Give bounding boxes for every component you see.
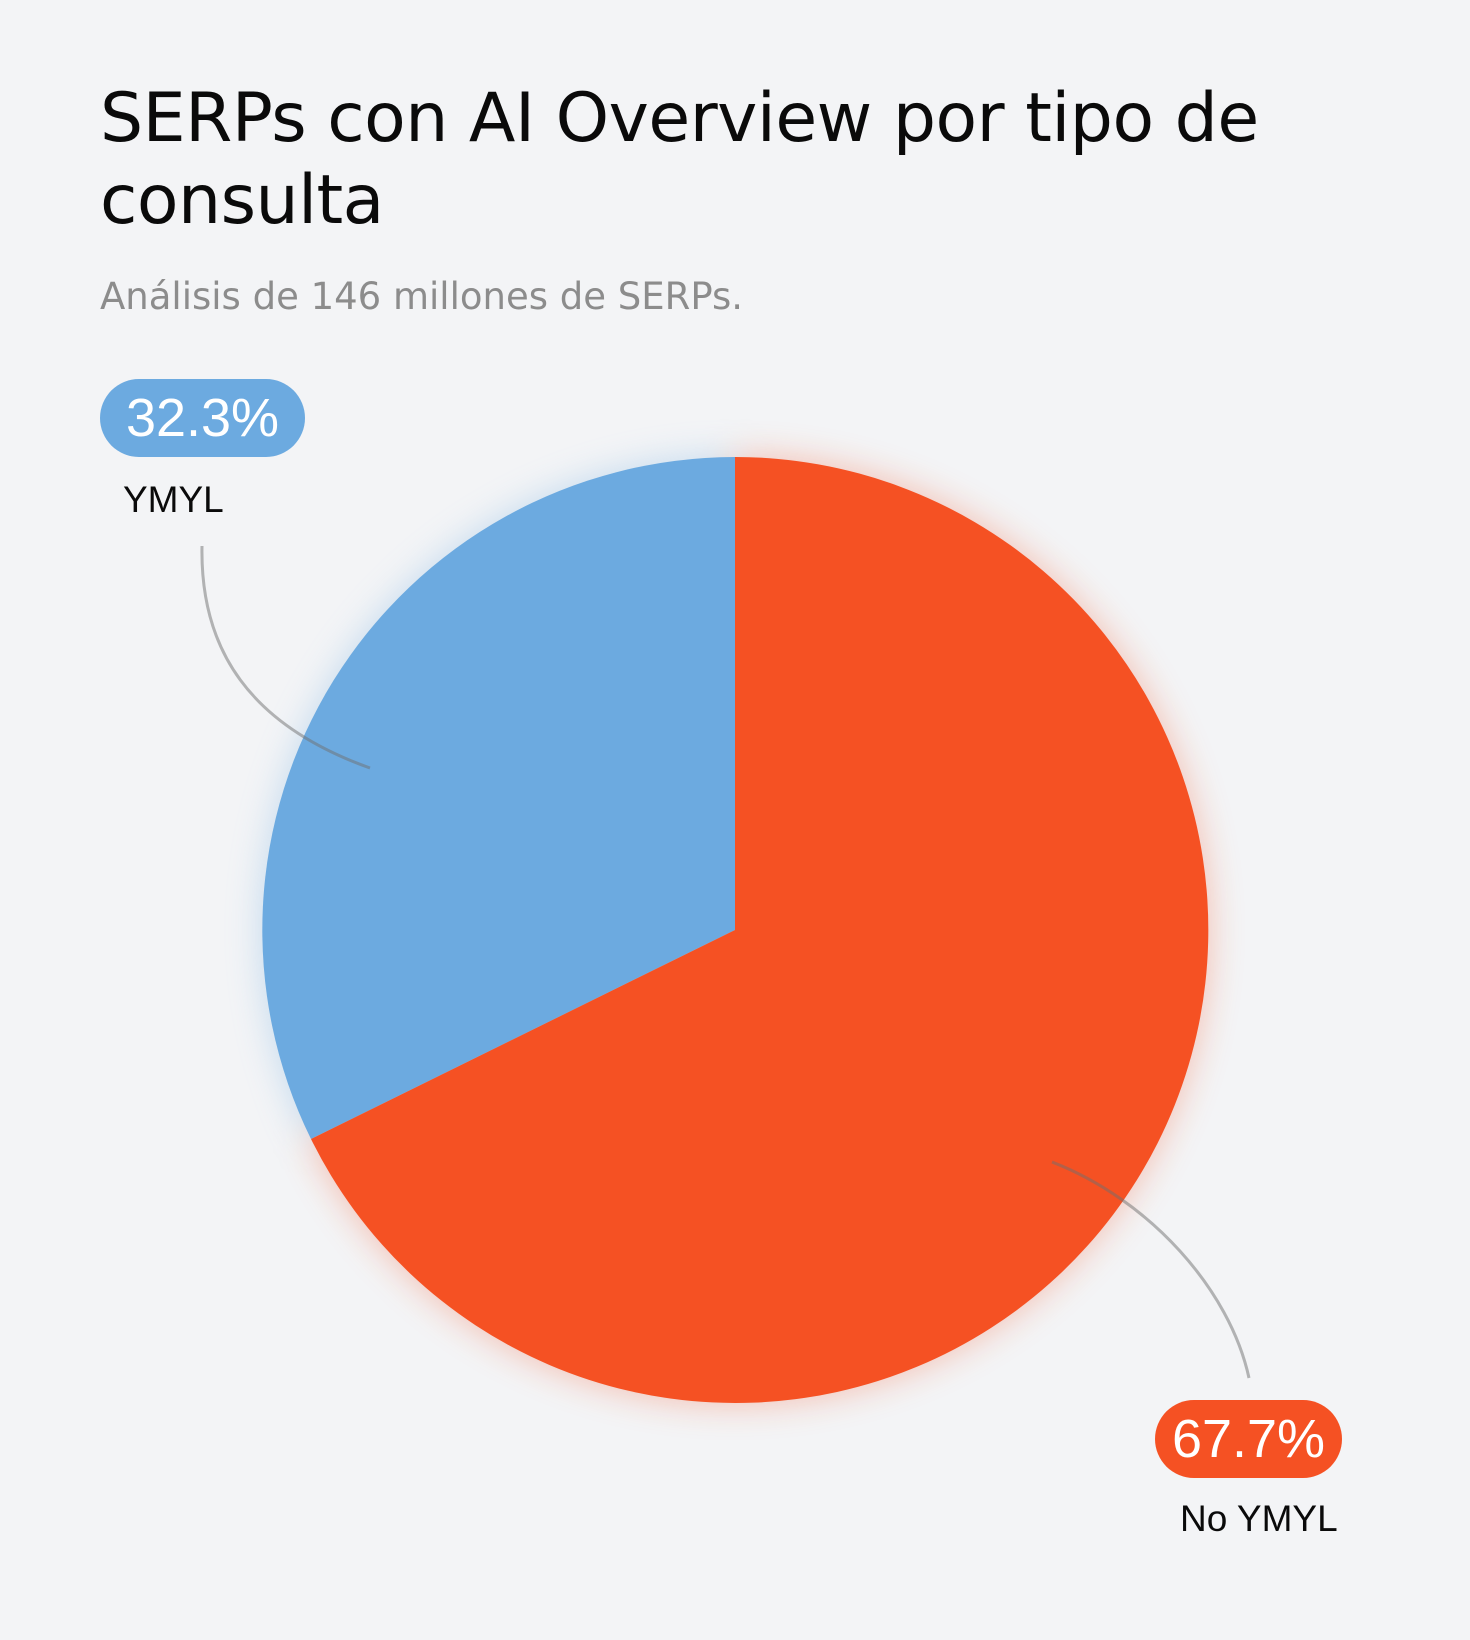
slice-ymyl[interactable] [262,457,735,1139]
label-no-ymyl: No YMYL [1180,1498,1338,1539]
chart-subtitle: Análisis de 146 millones de SERPs. [100,275,744,318]
label-ymyl: YMYL [123,479,224,520]
leader-line-no-ymyl [1051,1160,1251,1379]
slice-no-ymyl[interactable] [311,456,1209,1403]
leader-line-ymyl [200,545,371,770]
badge-ymyl-percent: 32.3% [100,379,305,457]
badge-no-ymyl-percent: 67.7% [1155,1400,1342,1478]
chart-title: SERPs con AI Overview por tipo de consul… [100,79,1259,240]
